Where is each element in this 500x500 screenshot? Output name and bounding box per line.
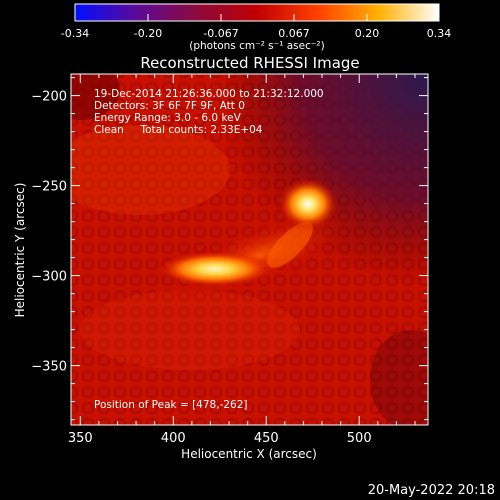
x-tick-label: 400	[161, 431, 186, 446]
colorbar-unit-label: (photons cm⁻² s⁻¹ asec⁻²)	[189, 40, 324, 52]
colorbar-tick-label: -0.20	[134, 27, 162, 40]
chart-title: Reconstructed RHESSI Image	[140, 54, 359, 72]
annotation-peak-position: Position of Peak = [478,-262]	[94, 399, 248, 411]
x-tick-label: 350	[68, 431, 93, 446]
y-axis-label: Heliocentric Y (arcsec)	[13, 183, 27, 318]
annotation-clean-counts: Clean Total counts: 2.33E+04	[94, 124, 263, 136]
x-tick-label: 450	[254, 431, 279, 446]
colorbar-ticks	[74, 4, 440, 21]
annotation-detectors: Detectors: 3F 6F 7F 9F, Att 0	[94, 100, 245, 112]
x-axis-label: Heliocentric X (arcsec)	[181, 447, 317, 461]
annotation-time-range: 19-Dec-2014 21:26:36.000 to 21:32:12.000	[94, 88, 324, 100]
x-tick-label: 500	[347, 431, 372, 446]
colorbar-tick-label: -0.34	[61, 27, 89, 40]
colorbar-tick-label: 0.20	[355, 27, 380, 40]
plot-frame	[70, 73, 429, 426]
y-tick-label: −250	[31, 180, 67, 195]
y-tick-label: −200	[31, 90, 67, 105]
y-tick-label: −300	[31, 270, 67, 285]
footer-timestamp: 20-May-2022 20:18	[368, 483, 495, 498]
colorbar-tick-label: 0.34	[427, 27, 452, 40]
colorbar	[74, 3, 440, 22]
x-axis-ticks	[79, 74, 416, 425]
y-axis-ticks	[71, 77, 428, 421]
image-panel	[71, 74, 428, 425]
colorbar-tick-label: -0.067	[203, 27, 238, 40]
colorbar-tick-label: 0.067	[278, 27, 310, 40]
y-tick-label: −350	[31, 360, 67, 375]
annotation-energy-range: Energy Range: 3.0 - 6.0 keV	[94, 112, 242, 124]
